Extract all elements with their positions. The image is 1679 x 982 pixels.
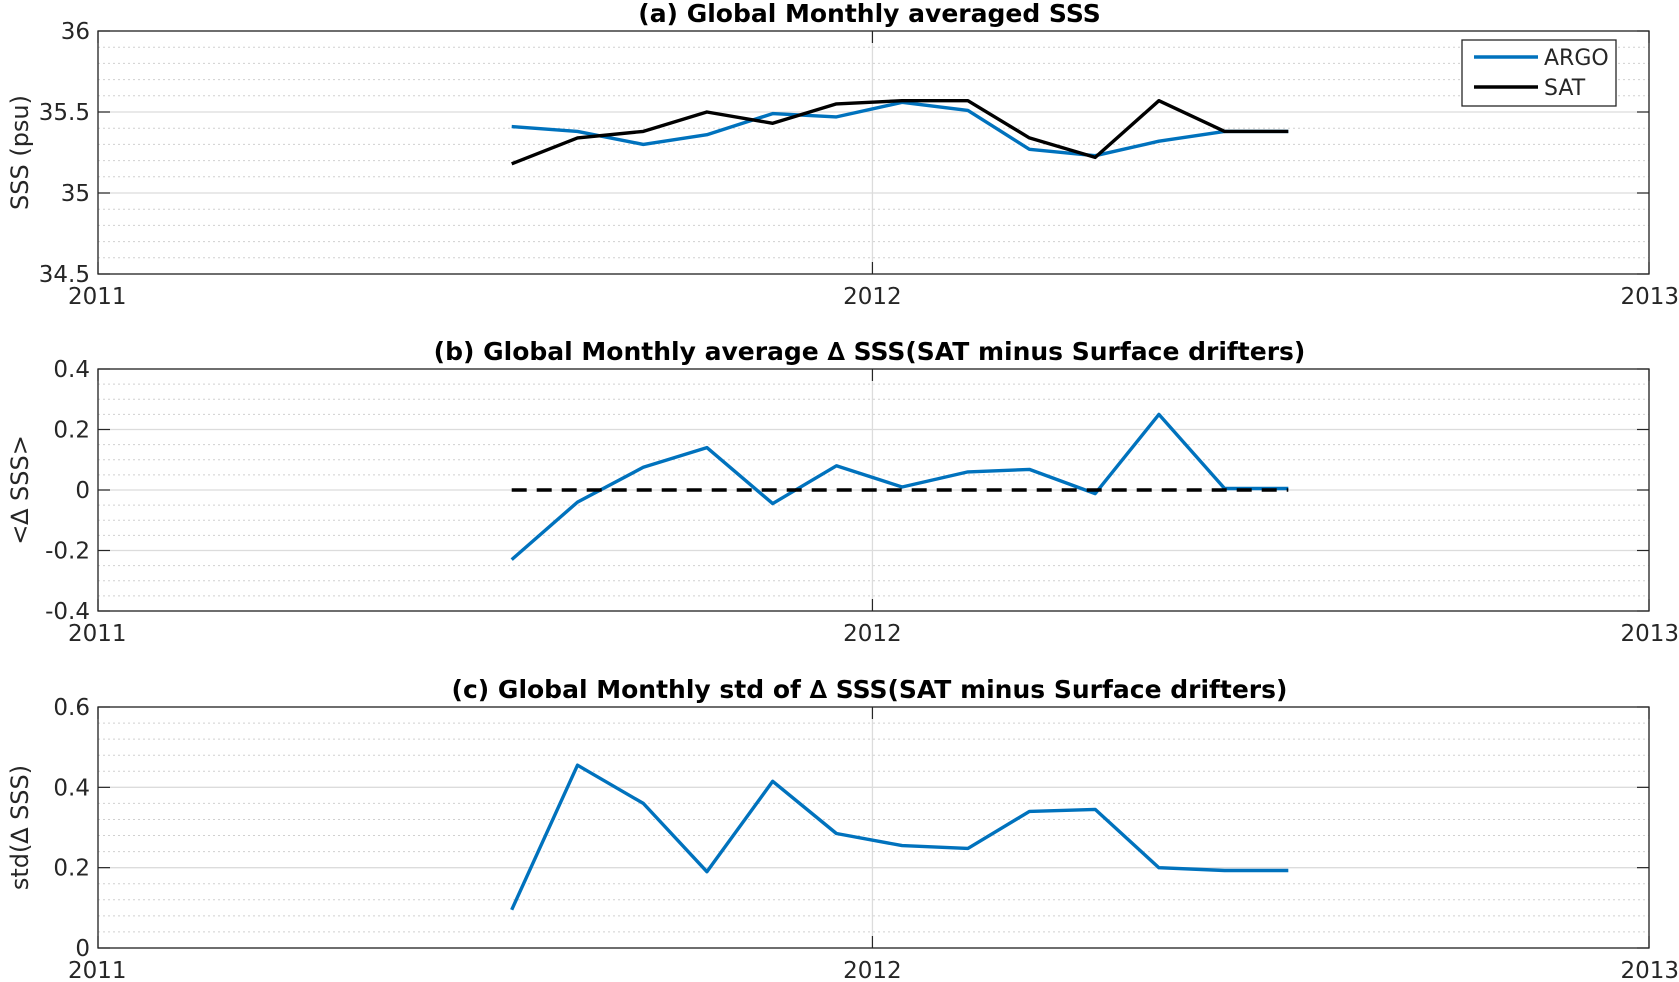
series-line: [510, 412, 1289, 561]
y-axis-label: SSS (psu): [6, 95, 34, 210]
y-tick-label: 0.4: [53, 775, 90, 801]
subplot-2: 0 0.2 0.4 0.6 2011 2012 2013 (c) Global Monthly…: [6, 675, 1679, 982]
x-tick-label: 2012: [843, 621, 902, 647]
x-tick-label: 2013: [1620, 284, 1679, 310]
chart-title: (a) Global Monthly averaged SSS: [638, 0, 1100, 28]
x-tick-label: 2011: [68, 958, 127, 982]
y-tick-label: -0.2: [45, 539, 90, 565]
series-line: [510, 763, 1289, 911]
subplot-1: -0.4 -0.2 0 0.2 0.4 2011 2012 2013 (b) Global Mo…: [6, 337, 1679, 647]
x-tick-label: 2011: [68, 284, 127, 310]
x-tick-label: 2012: [843, 958, 902, 982]
y-tick-label: 34.5: [39, 262, 90, 288]
y-tick-label: 0.2: [53, 418, 90, 444]
y-axis-label: std(∆ SSS): [6, 765, 34, 890]
x-tick-label: 2011: [68, 621, 127, 647]
y-tick-label: 0: [75, 936, 90, 962]
y-axis-label: <∆ SSS>: [6, 435, 34, 545]
legend-box: [1461, 39, 1617, 107]
series-line-argo: [511, 100, 1289, 158]
axes-box: [97, 30, 1650, 275]
legend-label: ARGO: [1544, 46, 1609, 71]
y-tick-label: 0: [75, 478, 90, 504]
y-tick-label: 36: [61, 19, 90, 45]
x-tick-label: 2013: [1620, 958, 1679, 982]
axes-box: [97, 706, 1650, 949]
series-line-sat: [511, 98, 1289, 166]
legend-label: SAT: [1544, 76, 1586, 101]
chart-title: (b) Global Monthly average ∆ SSS(SAT min…: [434, 337, 1306, 366]
y-tick-label: -0.4: [45, 599, 90, 625]
y-tick-label: 0.6: [53, 695, 90, 721]
legend: ARGO SAT: [1461, 39, 1617, 107]
y-tick-label: 35: [61, 181, 90, 207]
subplot-0: 34.5 35 35.5 36 2011 2012 2013 (a) Global Month…: [6, 0, 1679, 310]
y-tick-label: 0.4: [53, 357, 90, 383]
y-tick-label: 35.5: [39, 100, 90, 126]
x-tick-label: 2013: [1620, 621, 1679, 647]
x-tick-label: 2012: [843, 284, 902, 310]
chart-title: (c) Global Monthly std of ∆ SSS(SAT minu…: [452, 675, 1288, 704]
y-tick-label: 0.2: [53, 856, 90, 882]
